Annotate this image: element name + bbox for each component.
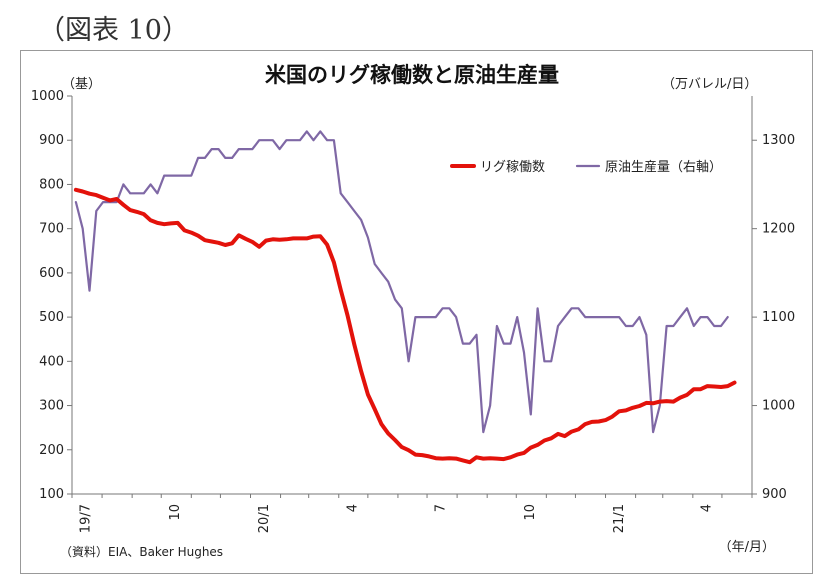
crude-production-line	[74, 130, 729, 434]
left-axis-tick-label: 700	[39, 222, 64, 237]
axes: 100 200 300 400 500 600 700 800 900 1000 900 1000 11…	[31, 89, 795, 533]
x-axis-tick-label: 21/1	[612, 504, 627, 533]
left-axis-tick-label: 1000	[31, 89, 64, 104]
x-axis-unit: （年/月）	[719, 540, 775, 555]
legend: リグ稼働数 原油生産量（右軸）	[450, 159, 722, 175]
legend-crude-production-label: 原油生産量（右軸）	[605, 159, 722, 175]
x-axis-tick-label: 4	[699, 504, 714, 512]
x-axis-tick-label: 20/1	[257, 504, 272, 533]
left-axis-tick-label: 600	[39, 266, 64, 281]
right-axis-tick-label: 900	[762, 487, 787, 502]
right-axis-unit: （万バレル/日）	[662, 77, 757, 92]
right-axis-tick-label: 1300	[762, 133, 795, 148]
x-axis-tick-label: 7	[434, 504, 449, 512]
left-axis-tick-label: 400	[39, 354, 64, 369]
figure-label: （図表 10）	[38, 15, 189, 46]
x-axis-tick-label: 10	[168, 504, 183, 521]
source-note: （資料）EIA、Baker Hughes	[60, 545, 223, 559]
right-axis-tick-label: 1000	[762, 399, 795, 414]
left-axis-tick-label: 300	[39, 399, 64, 414]
left-axis-tick-label: 100	[39, 487, 64, 502]
left-axis-tick-label: 200	[39, 443, 64, 458]
x-axis-tick-label: 10	[523, 504, 538, 521]
left-axis-tick-label: 800	[39, 177, 64, 192]
chart-frame	[20, 50, 813, 574]
series-layer	[73, 130, 737, 465]
rig-count-line	[73, 187, 737, 465]
x-axis-tick-label: 4	[345, 504, 360, 512]
left-axis-unit: （基）	[62, 77, 101, 92]
chart-title: 米国のリグ稼働数と原油生産量	[265, 63, 559, 87]
x-axis-tick-label: 19/7	[79, 504, 94, 533]
left-axis-tick-label: 900	[39, 133, 64, 148]
left-axis-tick-label: 500	[39, 310, 64, 325]
right-axis-tick-label: 1100	[762, 310, 795, 325]
right-axis-tick-label: 1200	[762, 222, 795, 237]
legend-rig-count-label: リグ稼働数	[480, 160, 545, 175]
